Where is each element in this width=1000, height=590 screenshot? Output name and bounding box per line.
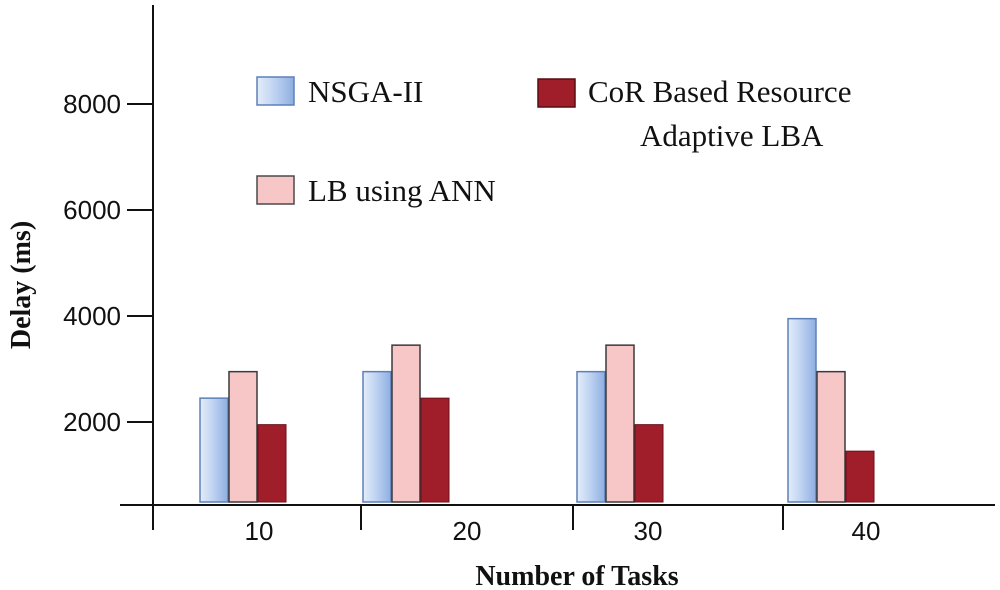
bar-nsga-ii-30 <box>576 370 606 503</box>
legend-label-cor-based-line2: Adaptive LBA <box>640 118 824 153</box>
bar-lb-using-ann-10 <box>228 370 258 503</box>
x-tick-label: 40 <box>852 516 881 546</box>
y-tick-label: 4000 <box>63 301 121 331</box>
legend-label-lb-ann: LB using ANN <box>308 173 496 208</box>
x-tick-label: 10 <box>245 516 274 546</box>
bar-nsga-ii-40 <box>787 317 817 503</box>
bar-lb-using-ann-30 <box>605 344 635 503</box>
y-axis-title: Delay (ms) <box>6 221 37 349</box>
y-tick-label: 6000 <box>63 195 121 225</box>
y-tick-label: 8000 <box>63 89 121 119</box>
legend-swatch-nsga-ii <box>256 76 295 106</box>
y-tick-label: 2000 <box>63 407 121 437</box>
x-axis-title: Number of Tasks <box>475 561 678 590</box>
legend-label-cor-based-line1: CoR Based Resource <box>588 74 851 109</box>
legend-label-nsga-ii: NSGA-II <box>308 74 423 109</box>
bar-lb-using-ann-20 <box>391 344 421 503</box>
bar-cor-based-resource-adaptive-lba-30 <box>634 424 664 503</box>
legend-swatch-cor-based <box>537 78 576 108</box>
bar-cor-based-resource-adaptive-lba-10 <box>257 424 287 503</box>
x-tick-label: 20 <box>453 516 482 546</box>
legend: NSGA-II CoR Based Resource Adaptive LBA … <box>256 74 851 208</box>
bar-lb-using-ann-40 <box>816 370 846 503</box>
bar-nsga-ii-20 <box>362 370 392 503</box>
legend-swatch-lb-ann <box>256 175 295 205</box>
x-tick-label: 30 <box>634 516 663 546</box>
bar-cor-based-resource-adaptive-lba-20 <box>420 397 450 503</box>
bar-nsga-ii-10 <box>199 397 229 503</box>
bar-cor-based-resource-adaptive-lba-40 <box>845 450 875 503</box>
